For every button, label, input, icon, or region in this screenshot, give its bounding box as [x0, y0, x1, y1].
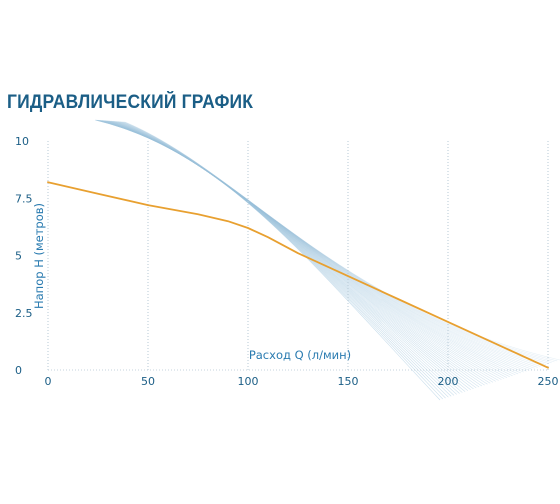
x-tick-label: 100 — [238, 375, 259, 388]
decor-wave-line — [112, 120, 510, 378]
decor-wave-line — [101, 120, 466, 392]
y-tick-label: 7.5 — [15, 192, 33, 205]
decor-wave-line — [113, 120, 513, 377]
decor-wave-line — [113, 120, 516, 376]
x-axis-label: Расход Q (л/мин) — [249, 348, 351, 362]
x-tick-label: 200 — [438, 375, 459, 388]
decor-wave-line — [99, 120, 460, 394]
decor-wave-line — [110, 120, 505, 379]
decor-wave-line — [122, 121, 549, 365]
decor-wave-line — [118, 121, 535, 369]
decor-wave-line — [124, 121, 560, 361]
grid-lines — [47, 141, 549, 371]
decor-wave-line — [108, 120, 496, 382]
x-tick-label: 50 — [141, 375, 155, 388]
y-tick-labels: 0 2.5 5 7.5 10 — [15, 135, 33, 377]
decor-wave-line — [122, 121, 552, 364]
decor-wave-line — [119, 121, 538, 368]
chart-title: ГИДРАВЛИЧЕСКИЙ ГРАФИК — [7, 92, 254, 113]
y-tick-label: 2.5 — [15, 307, 33, 320]
decor-wave-line — [107, 120, 491, 384]
decor-wave-line — [114, 121, 519, 375]
decor-wave-line — [102, 120, 471, 391]
decor-wave-line — [106, 120, 488, 385]
decor-wave-line — [108, 120, 494, 383]
x-tick-label: 250 — [538, 375, 559, 388]
decor-wave-line — [123, 121, 555, 363]
decor-wave-line — [100, 120, 463, 393]
decor-wave-line — [120, 121, 541, 367]
x-tick-labels: 0 50 100 150 200 250 — [45, 375, 559, 388]
decor-wave-line — [115, 121, 522, 374]
decor-wave-line — [104, 120, 480, 388]
decor-wave-line — [106, 120, 485, 386]
y-axis-label: Напор H (метров) — [32, 203, 46, 309]
decor-wave-line — [105, 120, 483, 387]
decor-wave-line — [103, 120, 477, 389]
decor-wave-line — [103, 120, 474, 390]
x-tick-label: 0 — [45, 375, 52, 388]
decor-wave-line — [116, 121, 527, 372]
decor-wave-line — [117, 121, 530, 371]
decor-wave-line — [111, 120, 508, 378]
y-tick-label: 5 — [15, 250, 22, 263]
decor-wave-line — [124, 121, 558, 362]
series-line — [47, 181, 549, 369]
x-tick-label: 150 — [338, 375, 359, 388]
decor-wave-line — [121, 121, 547, 365]
decor-wave-line — [120, 121, 544, 366]
series-group — [47, 181, 549, 369]
decor-wave-line — [109, 120, 499, 381]
decorative-wave-lines — [94, 119, 560, 401]
decor-wave-line — [101, 120, 469, 391]
decor-wave-line — [110, 120, 502, 380]
decor-wave-line — [117, 121, 533, 370]
y-tick-label: 10 — [15, 135, 29, 148]
y-tick-label: 0 — [15, 364, 22, 377]
